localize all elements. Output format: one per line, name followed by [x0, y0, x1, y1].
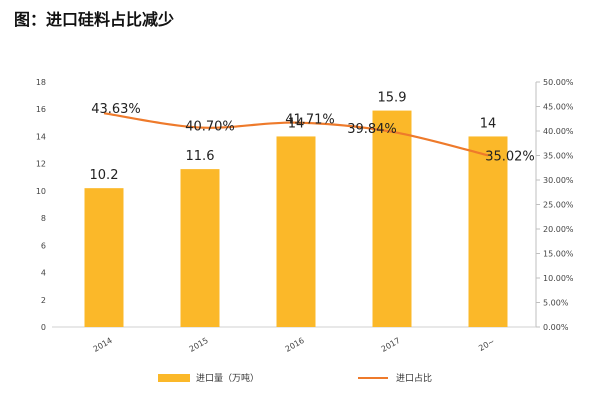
line-value-label: 40.70% — [185, 120, 235, 135]
line-value-label: 35.02% — [485, 149, 535, 164]
bar-value-label: 11.6 — [186, 149, 215, 164]
y-left-tick-label: 0 — [41, 323, 46, 332]
bar-value-label: 10.2 — [90, 168, 119, 183]
bar-import-volume — [468, 136, 508, 327]
y-right-tick-label: 35.00% — [543, 152, 574, 161]
axes: 0 2 4 6 8 10 12 14 16 18 0.00% 5.00% 10.00% 15.00% 20.… — [36, 78, 574, 354]
ratio-line — [103, 112, 489, 157]
legend-label: 进口量（万吨） — [196, 372, 259, 384]
bar-import-volume — [276, 136, 316, 327]
x-tick-label: 2016 — [284, 336, 306, 354]
y-right-tick-label: 30.00% — [543, 176, 574, 185]
y-right-tick-label: 5.00% — [543, 299, 569, 308]
y-left-tick-label: 12 — [36, 160, 46, 169]
page-title: 图：进口硅料占比减少 — [14, 10, 175, 29]
y-right-tick-label: 20.00% — [543, 225, 574, 234]
bar-value-label: 14 — [480, 116, 497, 131]
x-tick-label: 2015 — [188, 336, 210, 354]
y-left-tick-label: 18 — [36, 78, 46, 87]
line-value-label: 39.84% — [347, 122, 397, 137]
y-left-tick-label: 16 — [36, 105, 46, 114]
y-right-tick-label: 15.00% — [543, 250, 574, 259]
data-labels: 10.2 11.6 14 15.9 14 43.63% 40.70% 41.71% 39.84%… — [90, 91, 535, 184]
bar-value-label: 14 — [288, 116, 305, 131]
bar-import-volume — [180, 169, 220, 327]
x-tick-label: 20~ — [477, 337, 496, 353]
line-value-label: 41.71% — [285, 113, 335, 128]
y-right-tick-label: 45.00% — [543, 103, 574, 112]
y-left-tick-label: 4 — [41, 269, 46, 278]
legend-item-import-volume[interactable]: 进口量（万吨） — [158, 372, 259, 384]
x-tick-label: 2017 — [380, 336, 402, 354]
legend-item-import-ratio[interactable]: 进口占比 — [358, 372, 432, 384]
y-left-tick-label: 8 — [41, 214, 46, 223]
combo-chart-svg: 0 2 4 6 8 10 12 14 16 18 0.00% 5.00% 10.00% 15.00% 20.… — [36, 78, 574, 384]
line-value-label: 43.63% — [91, 102, 141, 117]
y-right-tick-label: 25.00% — [543, 201, 574, 210]
y-right-tick-label: 10.00% — [543, 274, 574, 283]
y-right-tick-label: 50.00% — [543, 78, 574, 87]
chart: 0 2 4 6 8 10 12 14 16 18 0.00% 5.00% 10.00% 15.00% 20.… — [0, 44, 600, 401]
y-right-tick-label: 40.00% — [543, 127, 574, 136]
y-left-tick-label: 2 — [41, 296, 46, 305]
legend-swatch-bar — [158, 374, 190, 382]
y-left-tick-label: 10 — [36, 187, 46, 196]
legend[interactable]: 进口量（万吨） 进口占比 — [158, 372, 432, 384]
y-left-tick-label: 6 — [41, 241, 46, 250]
x-tick-label: 2014 — [92, 336, 114, 354]
bar-value-label: 15.9 — [378, 91, 407, 106]
y-left-tick-label: 14 — [36, 132, 46, 141]
y-right-tick-label: 0.00% — [543, 323, 569, 332]
bar-import-volume — [84, 188, 124, 327]
legend-label: 进口占比 — [396, 372, 432, 384]
bar-import-volume — [372, 110, 412, 327]
bars — [84, 110, 508, 327]
